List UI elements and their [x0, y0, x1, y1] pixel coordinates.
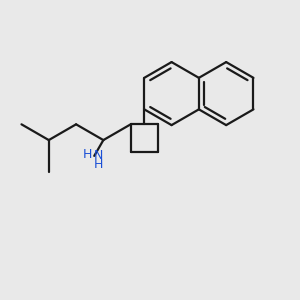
- Text: H: H: [82, 148, 92, 161]
- Text: N: N: [94, 149, 103, 162]
- Text: H: H: [94, 158, 103, 171]
